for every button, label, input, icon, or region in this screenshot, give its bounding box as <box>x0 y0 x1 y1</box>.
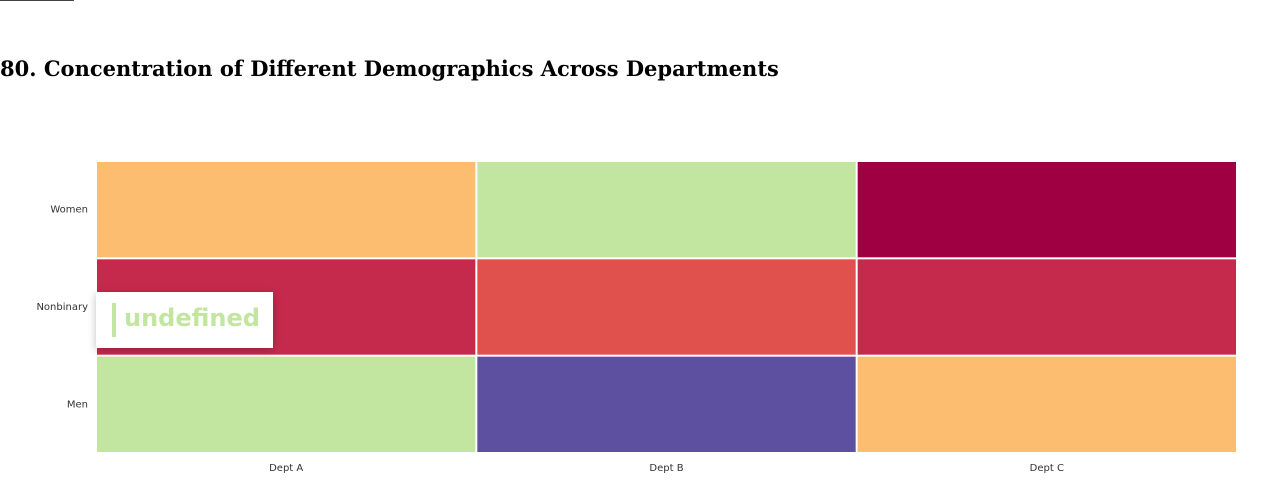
heatmap-cell-nonbinary-dept-b[interactable] <box>477 259 856 355</box>
heatmap-cell-men-dept-a[interactable] <box>97 356 476 452</box>
tooltip-color-bar <box>112 303 116 337</box>
tooltip-text: undefined <box>124 304 260 332</box>
heatmap-cell-nonbinary-dept-c[interactable] <box>857 259 1236 355</box>
heatmap-cell-women-dept-b[interactable] <box>477 162 856 258</box>
y-tick-label: Women <box>50 205 88 216</box>
page-title: 80. Concentration of Different Demograph… <box>0 56 779 81</box>
x-tick-label: Dept C <box>1030 463 1064 474</box>
x-tick-label: Dept B <box>649 463 683 474</box>
y-tick-label: Nonbinary <box>36 302 88 313</box>
tooltip: undefined <box>96 292 273 348</box>
top-rule <box>0 0 74 1</box>
x-tick-label: Dept A <box>269 463 303 474</box>
heatmap-cell-men-dept-b[interactable] <box>477 356 856 452</box>
heatmap-cells <box>97 162 1236 452</box>
y-axis-labels: Women Nonbinary Men <box>36 205 88 411</box>
heatmap-cell-men-dept-c[interactable] <box>857 356 1236 452</box>
heatmap-cell-women-dept-a[interactable] <box>97 162 476 258</box>
x-axis-labels: Dept A Dept B Dept C <box>269 463 1064 474</box>
heatmap-cell-women-dept-c[interactable] <box>857 162 1236 258</box>
y-tick-label: Men <box>67 399 88 410</box>
